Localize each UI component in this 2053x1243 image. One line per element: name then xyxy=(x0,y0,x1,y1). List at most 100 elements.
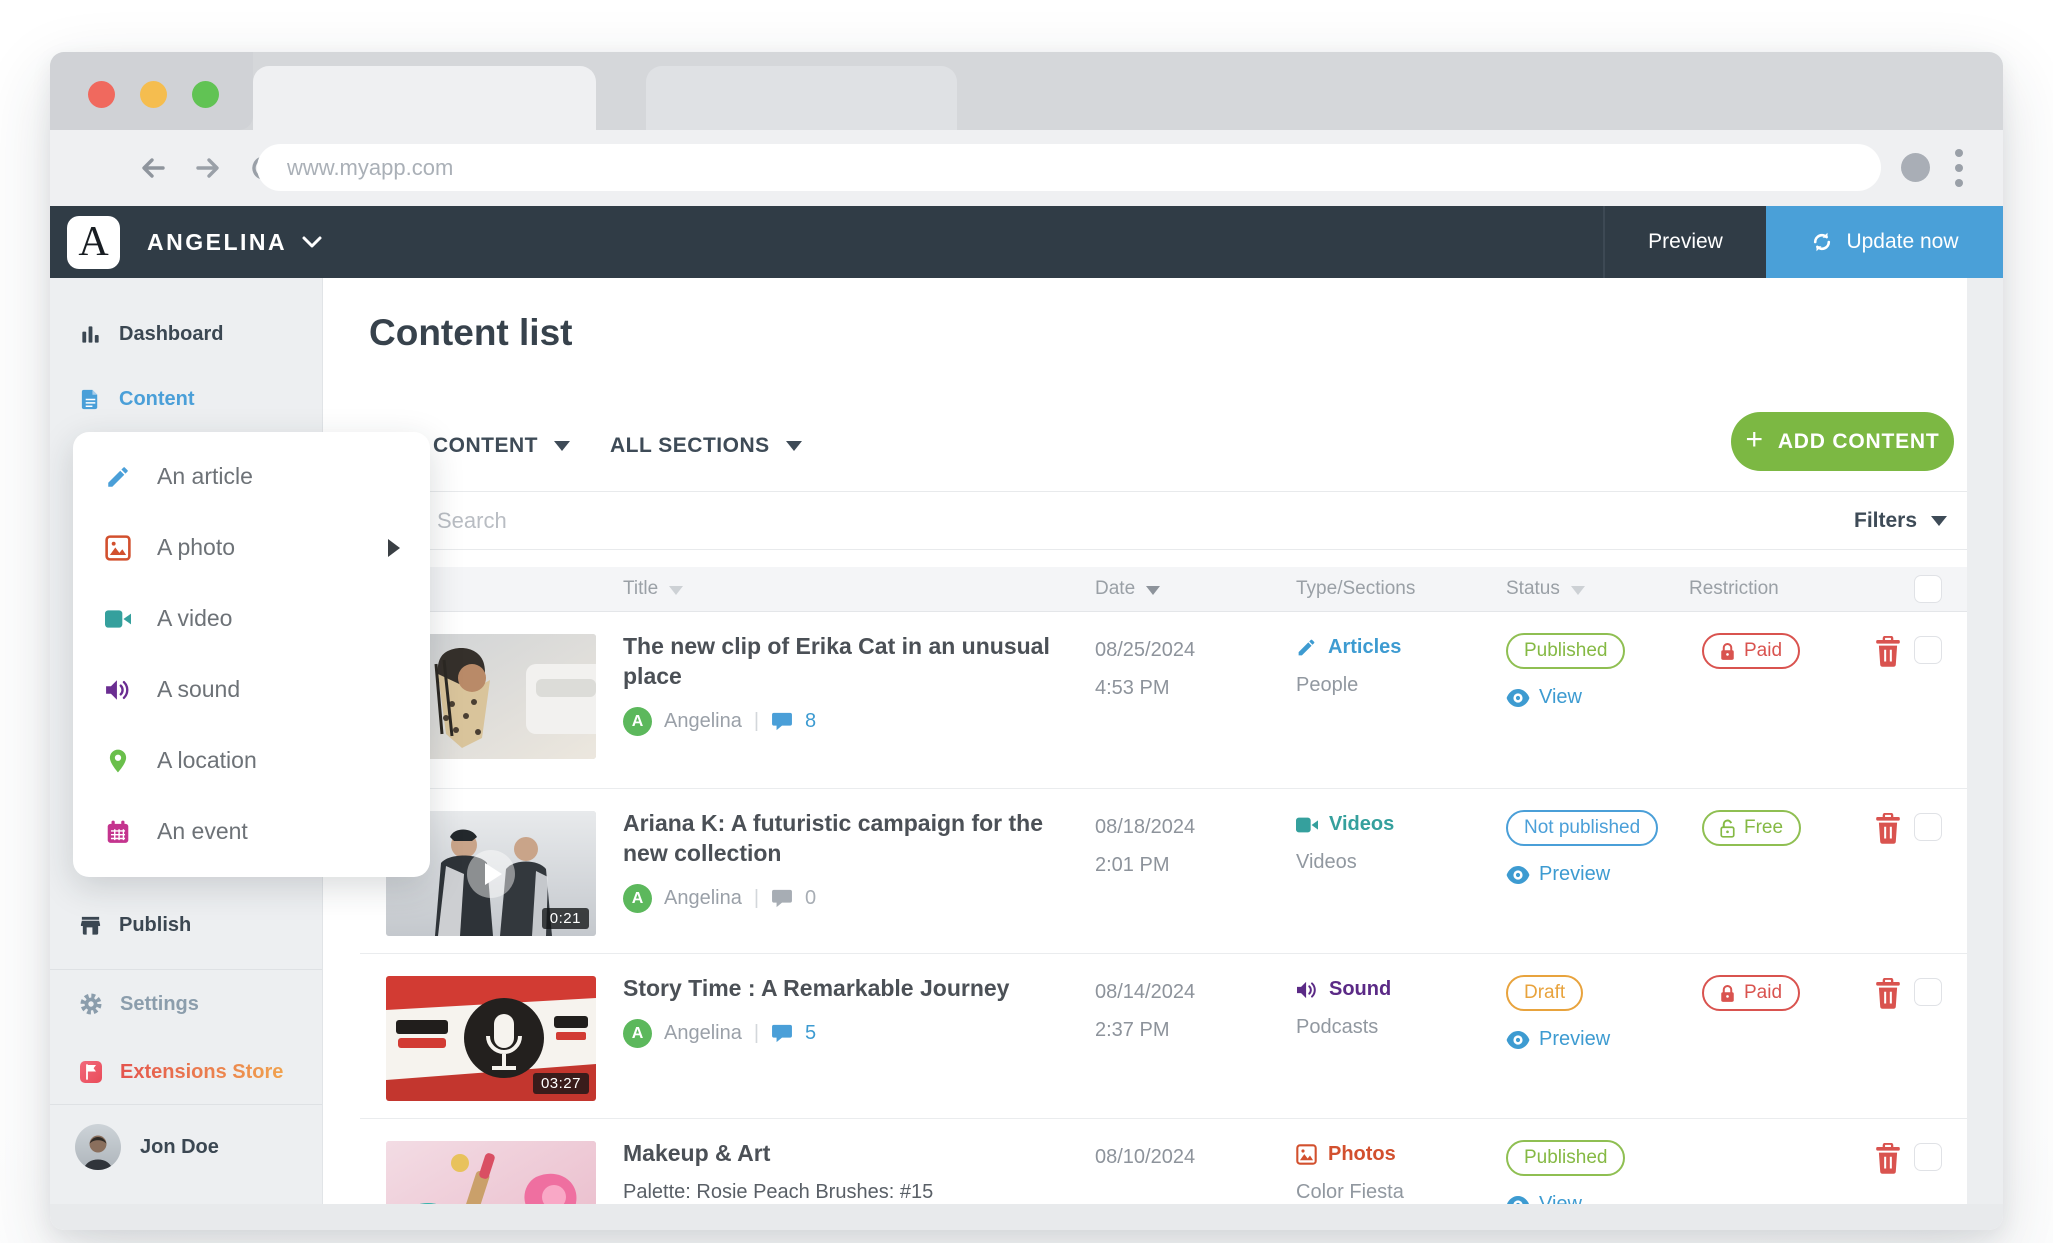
sort-icon xyxy=(669,585,684,595)
chevron-down-icon[interactable] xyxy=(301,235,323,249)
type-link[interactable]: Photos xyxy=(1296,1143,1404,1166)
separator: | xyxy=(753,887,760,909)
section-label[interactable]: Color Fiesta xyxy=(1296,1181,1404,1203)
menu-item-location[interactable]: A location xyxy=(73,725,430,796)
maximize-window-button[interactable] xyxy=(192,81,219,108)
search-input[interactable] xyxy=(437,507,1967,534)
comments-count[interactable]: 0 xyxy=(805,887,817,909)
table-row[interactable]: 0:21 Ariana K: A futuristic campaign for… xyxy=(360,789,1967,954)
menu-item-video[interactable]: A video xyxy=(73,583,430,654)
pencil-icon xyxy=(108,466,128,487)
section-label[interactable]: Podcasts xyxy=(1296,1016,1379,1038)
type-link[interactable]: Videos xyxy=(1296,813,1394,836)
sidebar-user[interactable]: Jon Doe xyxy=(75,1124,219,1170)
preview-button[interactable]: Preview xyxy=(1648,230,1723,253)
sections-filter-label: ALL SECTIONS xyxy=(610,434,770,457)
comments-count[interactable]: 5 xyxy=(805,1022,817,1044)
type-link[interactable]: Articles xyxy=(1296,636,1401,659)
content-title-link[interactable]: Story Time : A Remarkable Journey xyxy=(623,975,1010,1001)
content-title-link[interactable]: The new clip of Erika Cat in an unusual … xyxy=(623,633,1050,689)
author-row: A Angelina | 0 xyxy=(623,884,1053,913)
scrollbar-gutter[interactable] xyxy=(1967,278,2003,1204)
type-cell: Videos Videos xyxy=(1296,813,1394,874)
url-input[interactable] xyxy=(287,154,1782,181)
browser-menu-icon[interactable] xyxy=(1955,149,1963,187)
sidebar-item-extensions-store[interactable]: Extensions Store xyxy=(50,1054,322,1090)
preview-link[interactable]: Preview xyxy=(1506,863,1658,886)
comments-count[interactable]: 8 xyxy=(805,710,817,732)
close-window-button[interactable] xyxy=(88,81,115,108)
content-title-link[interactable]: Ariana K: A futuristic campaign for the … xyxy=(623,810,1044,866)
delete-icon[interactable] xyxy=(1875,1143,1901,1174)
video-camera-icon xyxy=(1296,817,1318,832)
back-icon[interactable] xyxy=(137,152,169,184)
minimize-window-button[interactable] xyxy=(140,81,167,108)
menu-item-sound[interactable]: A sound xyxy=(73,654,430,725)
section-label[interactable]: Videos xyxy=(1296,851,1357,873)
row-thumbnail[interactable] xyxy=(386,1141,596,1204)
view-link[interactable]: View xyxy=(1506,1193,1625,1204)
sections-filter[interactable]: ALL SECTIONS xyxy=(610,434,802,458)
browser-tab-active[interactable] xyxy=(253,66,596,130)
row-checkbox[interactable] xyxy=(1914,636,1942,664)
section-label[interactable]: People xyxy=(1296,674,1359,696)
sidebar-item-dashboard[interactable]: Dashboard xyxy=(50,316,322,352)
view-link[interactable]: View xyxy=(1506,686,1625,709)
delete-icon[interactable] xyxy=(1875,813,1901,844)
video-duration: 0:21 xyxy=(541,908,589,929)
type-link[interactable]: Sound xyxy=(1296,978,1391,1001)
table-row[interactable]: 03:27 Story Time : A Remarkable Journey … xyxy=(360,954,1967,1119)
author-avatar: A xyxy=(623,707,652,736)
sort-icon xyxy=(1146,585,1161,595)
add-content-button[interactable]: + ADD CONTENT xyxy=(1731,412,1954,471)
site-name[interactable]: ANGELINA xyxy=(147,228,288,255)
row-thumbnail[interactable]: 03:27 xyxy=(386,976,596,1101)
browser-tab-inactive[interactable] xyxy=(646,66,957,130)
menu-item-event[interactable]: An event xyxy=(73,796,430,867)
header-title[interactable]: Title xyxy=(623,578,684,600)
calendar-icon xyxy=(107,820,129,843)
browser-profile-avatar[interactable] xyxy=(1901,153,1930,182)
refresh-icon xyxy=(1814,232,1831,252)
restriction-cell: Free xyxy=(1702,810,1802,846)
status-badge: Published xyxy=(1506,1140,1626,1176)
sidebar-divider xyxy=(50,1104,322,1105)
comments-icon[interactable] xyxy=(771,889,793,908)
content-title-link[interactable]: Makeup & Art xyxy=(623,1140,771,1166)
header-date[interactable]: Date xyxy=(1095,578,1161,600)
row-checkbox[interactable] xyxy=(1914,978,1942,1006)
preview-link[interactable]: Preview xyxy=(1506,1028,1610,1051)
user-avatar xyxy=(75,1124,121,1170)
delete-icon[interactable] xyxy=(1875,978,1901,1009)
browser-window: A ANGELINA Preview Update now Dashboard … xyxy=(50,52,2003,1230)
update-now-button[interactable]: Update now xyxy=(1766,206,2003,278)
menu-item-article[interactable]: An article xyxy=(73,441,430,512)
author-name: Angelina xyxy=(664,1022,742,1044)
row-thumbnail[interactable]: 0:21 xyxy=(386,811,596,936)
filters-dropdown[interactable]: Filters xyxy=(1854,509,1948,533)
restriction-cell: Paid xyxy=(1702,633,1801,669)
unlock-icon xyxy=(1720,819,1735,838)
sidebar-item-settings[interactable]: Settings xyxy=(50,986,322,1022)
site-logo[interactable]: A xyxy=(67,215,120,269)
table-row[interactable]: Makeup & Art Palette: Rosie Peach Brushe… xyxy=(360,1119,1967,1204)
comments-icon[interactable] xyxy=(771,1024,793,1043)
play-icon[interactable] xyxy=(467,849,515,898)
content-type-filter[interactable]: CONTENT xyxy=(433,434,570,458)
lock-icon xyxy=(1721,984,1734,1002)
sidebar-item-content[interactable]: Content xyxy=(50,381,322,417)
lock-icon xyxy=(1721,642,1734,660)
delete-icon[interactable] xyxy=(1875,636,1901,667)
eye-icon xyxy=(1506,1195,1530,1204)
menu-item-photo[interactable]: A photo xyxy=(73,512,430,583)
address-bar[interactable] xyxy=(257,144,1881,191)
row-checkbox[interactable] xyxy=(1914,1143,1942,1171)
comments-icon[interactable] xyxy=(771,712,793,731)
sidebar-item-publish[interactable]: Publish xyxy=(50,907,322,943)
header-status[interactable]: Status xyxy=(1506,578,1585,600)
table-row[interactable]: The new clip of Erika Cat in an unusual … xyxy=(360,612,1967,789)
select-all-checkbox[interactable] xyxy=(1914,575,1942,603)
forward-icon[interactable] xyxy=(192,152,224,184)
bar-chart-icon xyxy=(82,325,99,343)
row-checkbox[interactable] xyxy=(1914,813,1942,841)
